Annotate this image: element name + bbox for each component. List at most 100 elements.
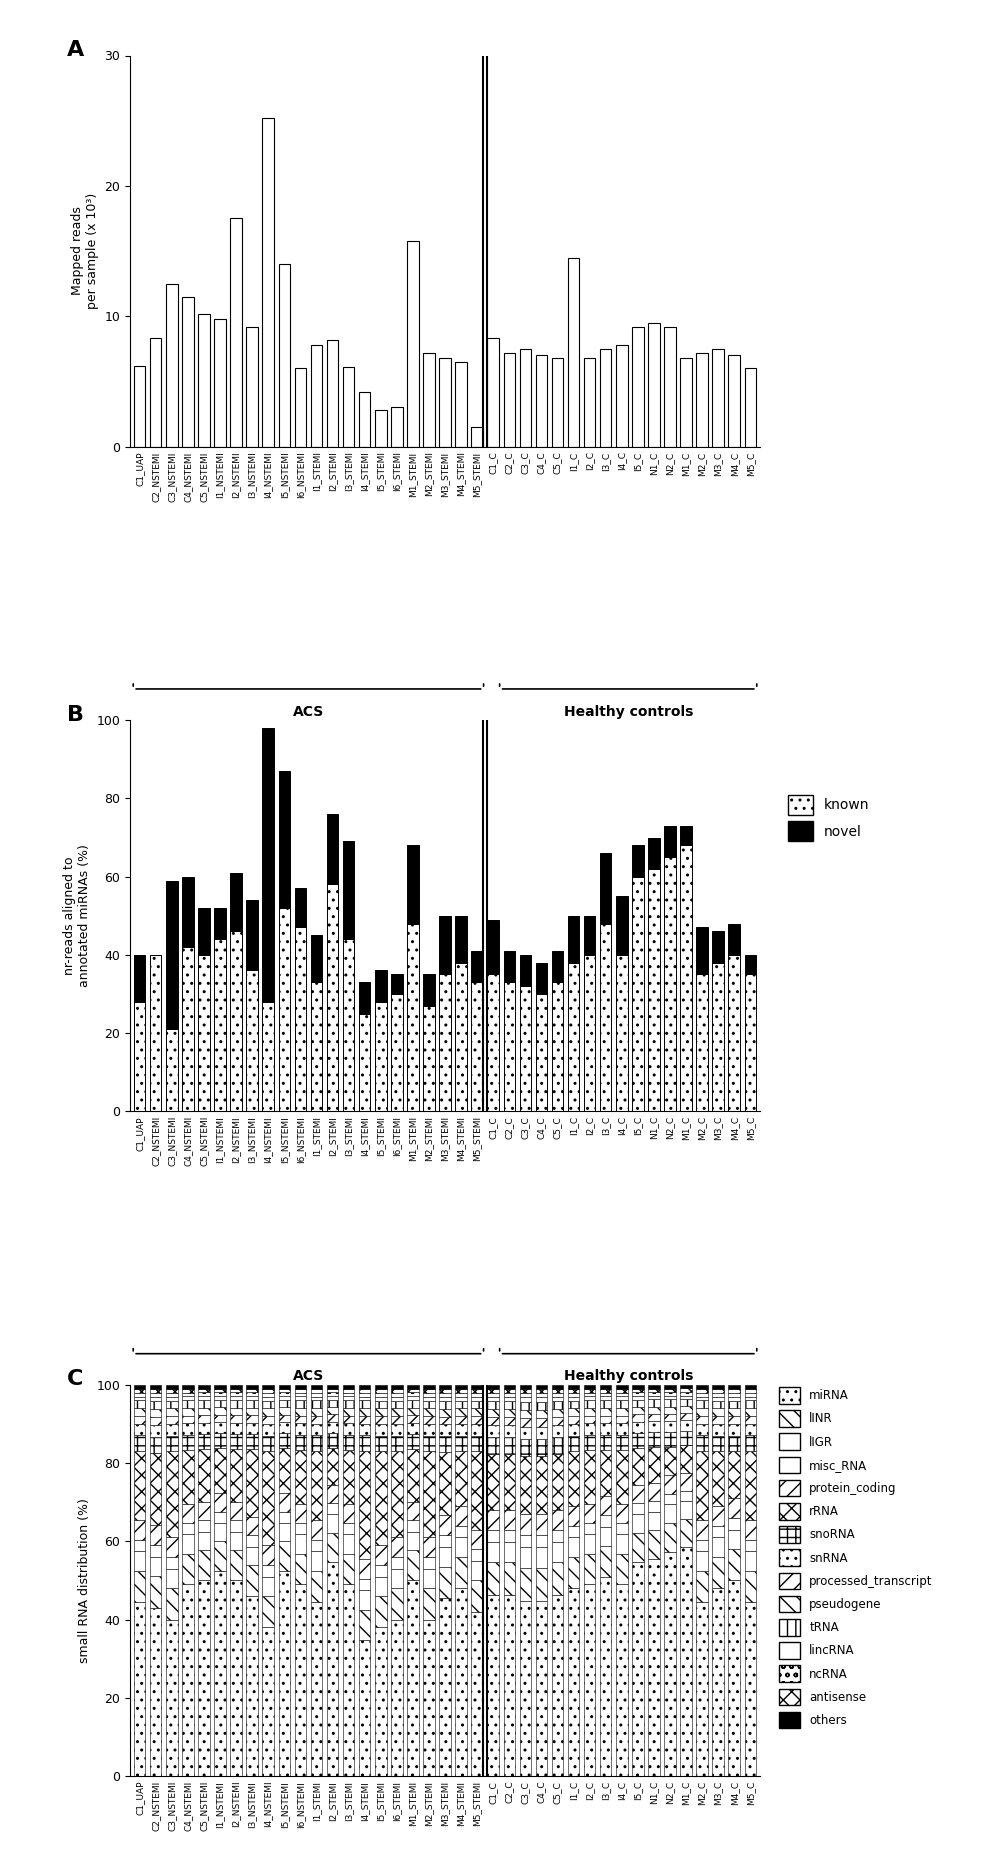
Bar (471, 1548, 483, 1561)
Bar (616, 895, 628, 955)
Bar (375, 1628, 386, 1776)
Bar (616, 1386, 628, 1389)
Bar (600, 1400, 611, 1408)
Bar (696, 1393, 708, 1397)
Bar (632, 1400, 644, 1408)
Bar (134, 1001, 145, 1112)
Bar (262, 1576, 274, 1597)
Bar (520, 1410, 531, 1419)
Bar (327, 1423, 338, 1434)
Bar (295, 1415, 306, 1423)
Bar (568, 1393, 579, 1397)
Bar (375, 1424, 386, 1436)
Bar (295, 368, 306, 446)
Bar (150, 1393, 161, 1397)
Bar (327, 814, 338, 884)
Bar (728, 1530, 740, 1548)
Bar (278, 1511, 290, 1523)
Bar (504, 1437, 515, 1454)
Bar (375, 1408, 386, 1417)
Bar (584, 1408, 595, 1415)
Bar (712, 1537, 724, 1558)
Bar (455, 1506, 467, 1526)
Bar (150, 1400, 161, 1410)
Bar (278, 1386, 290, 1389)
Bar (504, 1397, 515, 1400)
Bar (745, 1602, 756, 1776)
Bar (712, 1526, 724, 1537)
Bar (536, 1386, 547, 1389)
Bar (616, 955, 628, 1112)
Bar (278, 1389, 290, 1393)
Bar (455, 1417, 467, 1425)
Bar (166, 1408, 178, 1417)
Bar (391, 1537, 403, 1558)
Bar (568, 962, 579, 1112)
Bar (407, 1393, 419, 1397)
Bar (391, 1569, 403, 1589)
Bar (664, 1447, 676, 1476)
Bar (150, 1556, 161, 1576)
Bar (262, 1408, 274, 1417)
Bar (632, 1408, 644, 1415)
Bar (584, 1450, 595, 1504)
Bar (311, 1389, 322, 1393)
Bar (230, 931, 242, 1112)
Bar (134, 1424, 145, 1436)
Bar (439, 1515, 451, 1535)
Bar (327, 1400, 338, 1408)
Bar (664, 1386, 676, 1389)
Bar (295, 1534, 306, 1554)
Bar (246, 1415, 258, 1423)
Bar (343, 1397, 354, 1400)
Bar (198, 1434, 210, 1449)
Bar (182, 1450, 194, 1504)
Bar (455, 1393, 467, 1397)
Bar (632, 1415, 644, 1423)
Bar (471, 1561, 483, 1580)
Bar (198, 1393, 210, 1397)
Bar (455, 1589, 467, 1776)
Bar (504, 1386, 515, 1389)
Y-axis label: Mapped reads
per sample (x 10³): Mapped reads per sample (x 10³) (71, 192, 99, 309)
Bar (214, 1400, 226, 1408)
Bar (455, 962, 467, 1112)
Bar (616, 1554, 628, 1584)
Bar (423, 1558, 435, 1569)
Bar (745, 1539, 756, 1552)
Bar (745, 1424, 756, 1436)
Bar (648, 1482, 660, 1500)
Bar (150, 1417, 161, 1425)
Bar (262, 1400, 274, 1408)
Bar (166, 1029, 178, 1112)
Bar (520, 350, 531, 446)
Bar (375, 1393, 386, 1397)
Bar (648, 1530, 660, 1560)
Bar (214, 1397, 226, 1400)
Bar (230, 1434, 242, 1449)
Bar (745, 1386, 756, 1389)
Bar (648, 1432, 660, 1447)
Bar (246, 1536, 258, 1547)
Bar (295, 1408, 306, 1415)
Bar (536, 1439, 547, 1456)
Bar (712, 1436, 724, 1452)
Bar (166, 1436, 178, 1452)
Bar (728, 1389, 740, 1393)
Bar (680, 845, 692, 1112)
Bar (327, 1393, 338, 1397)
Bar (552, 1417, 563, 1425)
Bar (568, 257, 579, 446)
Bar (632, 1532, 644, 1561)
Bar (278, 1423, 290, 1434)
Bar (728, 1417, 740, 1425)
Bar (680, 1391, 692, 1395)
Bar (487, 1417, 499, 1425)
Bar (295, 1400, 306, 1408)
Bar (536, 1419, 547, 1426)
Bar (568, 1589, 579, 1776)
Bar (214, 1434, 226, 1449)
Bar (455, 363, 467, 446)
Bar (198, 1550, 210, 1580)
Bar (584, 1393, 595, 1397)
